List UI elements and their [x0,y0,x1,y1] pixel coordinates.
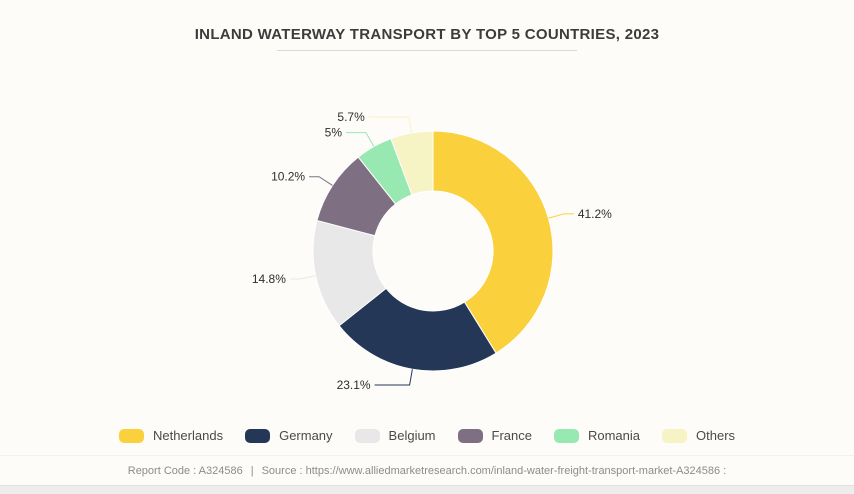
legend-label-romania: Romania [587,428,641,443]
legend-label-netherlands: Netherlands [152,428,224,443]
chart-legend: Netherlands Germany Belgium France Romania Ot… [0,428,854,443]
pie-slice-others[interactable] [390,130,434,196]
footer: Report Code : A324586 | Source : https://w… [0,455,854,485]
pie-slice-netherlands[interactable] [432,130,554,354]
label-line-netherlands [548,213,574,219]
legend-swatch-belgium [354,428,380,443]
title-underline [277,50,577,51]
legend-item-belgium[interactable]: Belgium [354,428,436,443]
chart-title: INLAND WATERWAY TRANSPORT BY TOP 5 COUNT… [194,26,660,43]
label-line-others [368,116,413,134]
legend-swatch-others [662,428,688,443]
slice-label-belgium: 14.8% [252,272,286,286]
report-code-text: Report Code : A324586 [127,465,243,477]
slice-label-germany: 23.1% [337,378,371,392]
legend-swatch-netherlands [118,428,144,443]
legend-swatch-france [457,428,483,443]
bottom-strip [0,485,854,494]
legend-swatch-romania [553,428,579,443]
legend-item-others[interactable]: Others [662,428,735,443]
slice-label-others: 5.7% [337,110,365,124]
pie-slice-germany[interactable] [338,287,497,372]
slice-label-france: 10.2% [271,170,305,184]
legend-label-belgium: Belgium [388,428,436,443]
legend-label-others: Others [696,428,736,443]
label-line-germany [374,369,413,386]
footer-separator: | [250,465,254,477]
label-line-romania [345,132,375,147]
source-text: Source : https://www.alliedmarketresearc… [261,465,727,477]
chart-header: INLAND WATERWAY TRANSPORT BY TOP 5 COUNT… [0,0,854,51]
legend-label-france: France [491,428,532,443]
legend-item-france[interactable]: France [457,428,532,443]
label-line-belgium [289,275,316,280]
slice-label-romania: 5% [325,126,343,140]
legend-item-germany[interactable]: Germany [245,428,333,443]
legend-label-germany: Germany [279,428,333,443]
label-line-france [309,176,333,186]
legend-item-netherlands[interactable]: Netherlands [118,428,224,443]
legend-item-romania[interactable]: Romania [553,428,641,443]
legend-swatch-germany [245,428,271,443]
slice-label-netherlands: 41.2% [578,207,612,221]
